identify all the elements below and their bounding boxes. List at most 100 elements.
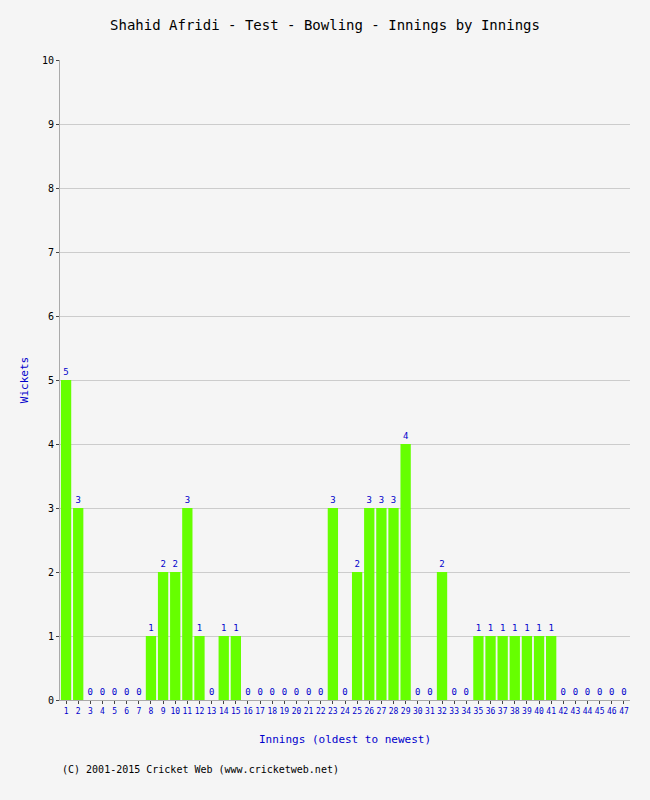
svg-text:3: 3 — [88, 707, 93, 716]
svg-text:0: 0 — [597, 687, 602, 697]
svg-text:1: 1 — [148, 623, 153, 633]
svg-text:5: 5 — [63, 367, 68, 377]
svg-text:19: 19 — [280, 707, 290, 716]
svg-text:3: 3 — [379, 495, 384, 505]
svg-text:0: 0 — [318, 687, 323, 697]
svg-text:42: 42 — [558, 707, 568, 716]
svg-text:8: 8 — [48, 183, 54, 194]
svg-text:1: 1 — [221, 623, 226, 633]
svg-text:10: 10 — [170, 707, 180, 716]
svg-text:18: 18 — [267, 707, 277, 716]
svg-text:3: 3 — [330, 495, 335, 505]
svg-text:9: 9 — [48, 119, 54, 130]
svg-text:2: 2 — [173, 559, 178, 569]
svg-text:2: 2 — [439, 559, 444, 569]
svg-text:32: 32 — [437, 707, 447, 716]
svg-text:15: 15 — [231, 707, 241, 716]
svg-text:1: 1 — [548, 623, 553, 633]
svg-text:4: 4 — [100, 707, 105, 716]
svg-text:27: 27 — [377, 707, 387, 716]
svg-text:0: 0 — [257, 687, 262, 697]
svg-text:8: 8 — [149, 707, 154, 716]
svg-text:47: 47 — [619, 707, 629, 716]
svg-text:0: 0 — [415, 687, 420, 697]
svg-text:5: 5 — [112, 707, 117, 716]
svg-text:20: 20 — [292, 707, 302, 716]
svg-text:31: 31 — [425, 707, 435, 716]
svg-text:0: 0 — [112, 687, 117, 697]
svg-text:36: 36 — [486, 707, 496, 716]
svg-text:6: 6 — [48, 311, 54, 322]
svg-text:0: 0 — [306, 687, 311, 697]
svg-text:25: 25 — [352, 707, 362, 716]
svg-text:9: 9 — [161, 707, 166, 716]
svg-text:38: 38 — [510, 707, 520, 716]
svg-text:13: 13 — [207, 707, 217, 716]
svg-text:0: 0 — [124, 687, 129, 697]
svg-text:0: 0 — [342, 687, 347, 697]
svg-text:0: 0 — [136, 687, 141, 697]
svg-text:1: 1 — [512, 623, 517, 633]
svg-text:0: 0 — [561, 687, 566, 697]
svg-text:2: 2 — [160, 559, 165, 569]
svg-text:1: 1 — [524, 623, 529, 633]
svg-text:2: 2 — [76, 707, 81, 716]
svg-text:34: 34 — [461, 707, 471, 716]
svg-text:0: 0 — [294, 687, 299, 697]
svg-text:24: 24 — [340, 707, 350, 716]
svg-text:14: 14 — [219, 707, 229, 716]
svg-text:0: 0 — [100, 687, 105, 697]
svg-text:1: 1 — [536, 623, 541, 633]
svg-text:23: 23 — [328, 707, 338, 716]
svg-text:1: 1 — [488, 623, 493, 633]
svg-text:Wickets: Wickets — [18, 357, 31, 403]
svg-text:0: 0 — [270, 687, 275, 697]
svg-text:0: 0 — [621, 687, 626, 697]
svg-text:28: 28 — [389, 707, 399, 716]
svg-text:0: 0 — [609, 687, 614, 697]
svg-text:3: 3 — [367, 495, 372, 505]
svg-text:0: 0 — [245, 687, 250, 697]
svg-text:43: 43 — [571, 707, 581, 716]
svg-text:0: 0 — [88, 687, 93, 697]
svg-text:39: 39 — [522, 707, 532, 716]
svg-text:5: 5 — [48, 375, 54, 386]
svg-text:3: 3 — [48, 503, 54, 514]
svg-text:3: 3 — [75, 495, 80, 505]
svg-text:21: 21 — [304, 707, 314, 716]
svg-text:0: 0 — [464, 687, 469, 697]
svg-text:37: 37 — [498, 707, 508, 716]
svg-text:2: 2 — [48, 567, 54, 578]
svg-text:40: 40 — [534, 707, 544, 716]
svg-text:1: 1 — [476, 623, 481, 633]
svg-text:0: 0 — [585, 687, 590, 697]
svg-text:16: 16 — [243, 707, 253, 716]
svg-text:1: 1 — [500, 623, 505, 633]
svg-text:6: 6 — [124, 707, 129, 716]
svg-text:0: 0 — [573, 687, 578, 697]
svg-text:29: 29 — [401, 707, 411, 716]
svg-text:33: 33 — [449, 707, 459, 716]
svg-text:17: 17 — [255, 707, 265, 716]
svg-text:7: 7 — [136, 707, 141, 716]
svg-text:2: 2 — [354, 559, 359, 569]
svg-text:44: 44 — [583, 707, 593, 716]
svg-text:11: 11 — [183, 707, 193, 716]
svg-text:Innings (oldest to newest): Innings (oldest to newest) — [259, 733, 431, 746]
svg-text:(C) 2001-2015 Cricket Web (www: (C) 2001-2015 Cricket Web (www.cricketwe… — [62, 764, 339, 775]
svg-text:0: 0 — [48, 695, 54, 706]
svg-text:0: 0 — [209, 687, 214, 697]
svg-text:4: 4 — [403, 431, 408, 441]
svg-text:46: 46 — [607, 707, 617, 716]
svg-text:10: 10 — [42, 55, 54, 66]
svg-text:30: 30 — [413, 707, 423, 716]
svg-text:0: 0 — [282, 687, 287, 697]
svg-text:0: 0 — [451, 687, 456, 697]
svg-text:0: 0 — [427, 687, 432, 697]
svg-text:1: 1 — [48, 631, 54, 642]
svg-text:3: 3 — [185, 495, 190, 505]
svg-text:Shahid Afridi - Test - Bowling: Shahid Afridi - Test - Bowling - Innings… — [110, 17, 540, 33]
svg-text:22: 22 — [316, 707, 326, 716]
svg-text:7: 7 — [48, 247, 54, 258]
svg-text:12: 12 — [195, 707, 205, 716]
